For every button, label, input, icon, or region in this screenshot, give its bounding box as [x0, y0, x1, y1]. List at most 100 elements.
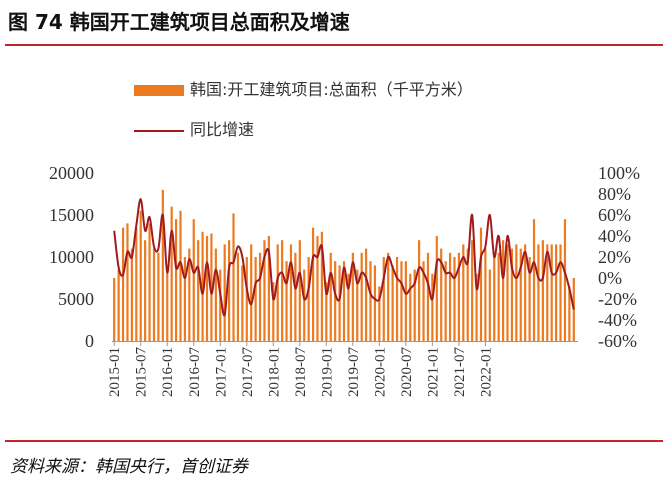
bar: [497, 252, 500, 341]
left-axis-tick-label: 15000: [49, 205, 94, 225]
right-axis-tick-label: -60%: [598, 331, 637, 351]
bar: [245, 257, 248, 341]
combo-chart: 0 5000 10000 15000 20000 -60%-40%-20%0%20%40%…: [49, 163, 640, 397]
bar: [205, 236, 209, 341]
bar: [426, 252, 430, 341]
bar: [223, 244, 226, 341]
left-axis-tick-label: 5000: [58, 289, 94, 309]
legend-bar-label: 韩国:开工建筑项目:总面积（千平方米）: [190, 80, 473, 99]
right-axis-tick-label: 60%: [598, 205, 631, 225]
bar: [232, 213, 235, 341]
x-axis-tick-label: 2016-01: [160, 347, 176, 397]
bar: [462, 244, 465, 341]
bar: [139, 210, 142, 341]
bar: [135, 227, 138, 341]
bar: [515, 244, 518, 341]
left-axis-tick-label: 20000: [49, 163, 94, 183]
bar: [311, 227, 315, 341]
bar: [528, 257, 531, 341]
right-axis-tick-label: 20%: [598, 247, 631, 267]
bar: [501, 240, 505, 341]
bar: [351, 252, 354, 341]
bar: [555, 244, 558, 341]
x-axis-tick-label: 2022-01: [478, 347, 494, 397]
x-axis-tick-label: 2020-07: [399, 347, 415, 397]
bar: [347, 273, 350, 341]
bar: [214, 248, 217, 341]
bar: [254, 257, 257, 341]
bar: [404, 261, 407, 341]
bar: [276, 244, 279, 341]
bar: [572, 278, 575, 341]
bar-series: [113, 189, 575, 341]
x-axis-tick-label: 2017-07: [240, 347, 256, 397]
bar: [559, 244, 562, 341]
bar: [289, 244, 293, 341]
bar: [431, 273, 434, 341]
bar: [170, 206, 173, 341]
bar: [263, 240, 266, 341]
x-axis-tick-label: 2018-01: [266, 347, 282, 397]
bar: [519, 248, 522, 341]
bar: [130, 248, 133, 341]
bar: [378, 286, 381, 341]
bar: [294, 252, 297, 341]
x-axis-tick-label: 2015-01: [107, 347, 123, 397]
legend-line-label: 同比增速: [190, 120, 255, 139]
bar: [369, 261, 372, 341]
bar: [250, 244, 253, 341]
bar: [236, 252, 240, 341]
bar: [210, 233, 213, 341]
x-axis-tick-label: 2019-01: [319, 347, 335, 397]
line-series: [113, 198, 575, 317]
bar: [541, 240, 544, 341]
bar: [338, 265, 341, 341]
bar: [546, 244, 549, 341]
bar: [329, 252, 332, 341]
x-axis-tick-label: 2015-07: [134, 347, 150, 397]
bar: [241, 265, 244, 341]
bar: [303, 269, 306, 341]
bar: [197, 240, 200, 341]
bar: [373, 265, 377, 341]
bar: [356, 269, 359, 341]
bar: [532, 219, 536, 341]
bar: [382, 257, 385, 341]
bar: [258, 252, 262, 341]
bar: [285, 261, 288, 341]
bar: [479, 227, 483, 341]
right-axis-tick-label: 40%: [598, 226, 631, 246]
left-axis-tick-label: 0: [85, 331, 94, 351]
bar: [395, 257, 399, 341]
bar: [272, 282, 275, 341]
bar: [365, 248, 368, 341]
bar: [422, 261, 425, 341]
bar: [563, 219, 567, 341]
legend-line-swatch: [134, 129, 184, 132]
legend-line-entry: 同比增速: [134, 116, 254, 140]
right-axis-tick-label: 0%: [598, 268, 622, 288]
bar: [161, 189, 164, 341]
x-axis-tick-label: 2017-01: [213, 347, 229, 397]
bar: [484, 248, 487, 341]
x-axis-tick-label: 2020-01: [372, 347, 388, 397]
yoy-growth-line: [113, 198, 575, 317]
bar: [448, 252, 452, 341]
bar: [510, 248, 514, 341]
bar: [409, 273, 412, 341]
bar: [550, 244, 553, 341]
bar: [537, 244, 540, 341]
bar: [228, 240, 231, 341]
right-axis-tick-label: -40%: [598, 310, 637, 330]
x-axis-tick-label: 2021-01: [425, 347, 441, 397]
bar: [471, 240, 474, 341]
figure-title: 图 74 韩国开工建筑项目总面积及增速: [8, 10, 350, 34]
bar: [568, 286, 571, 341]
bar: [121, 227, 125, 341]
bar: [435, 236, 438, 341]
bar: [148, 223, 151, 341]
bar: [506, 244, 509, 341]
bar: [188, 248, 191, 341]
bar: [444, 261, 447, 341]
axes: 0 5000 10000 15000 20000 -60%-40%-20%0%20%40%…: [49, 163, 640, 397]
